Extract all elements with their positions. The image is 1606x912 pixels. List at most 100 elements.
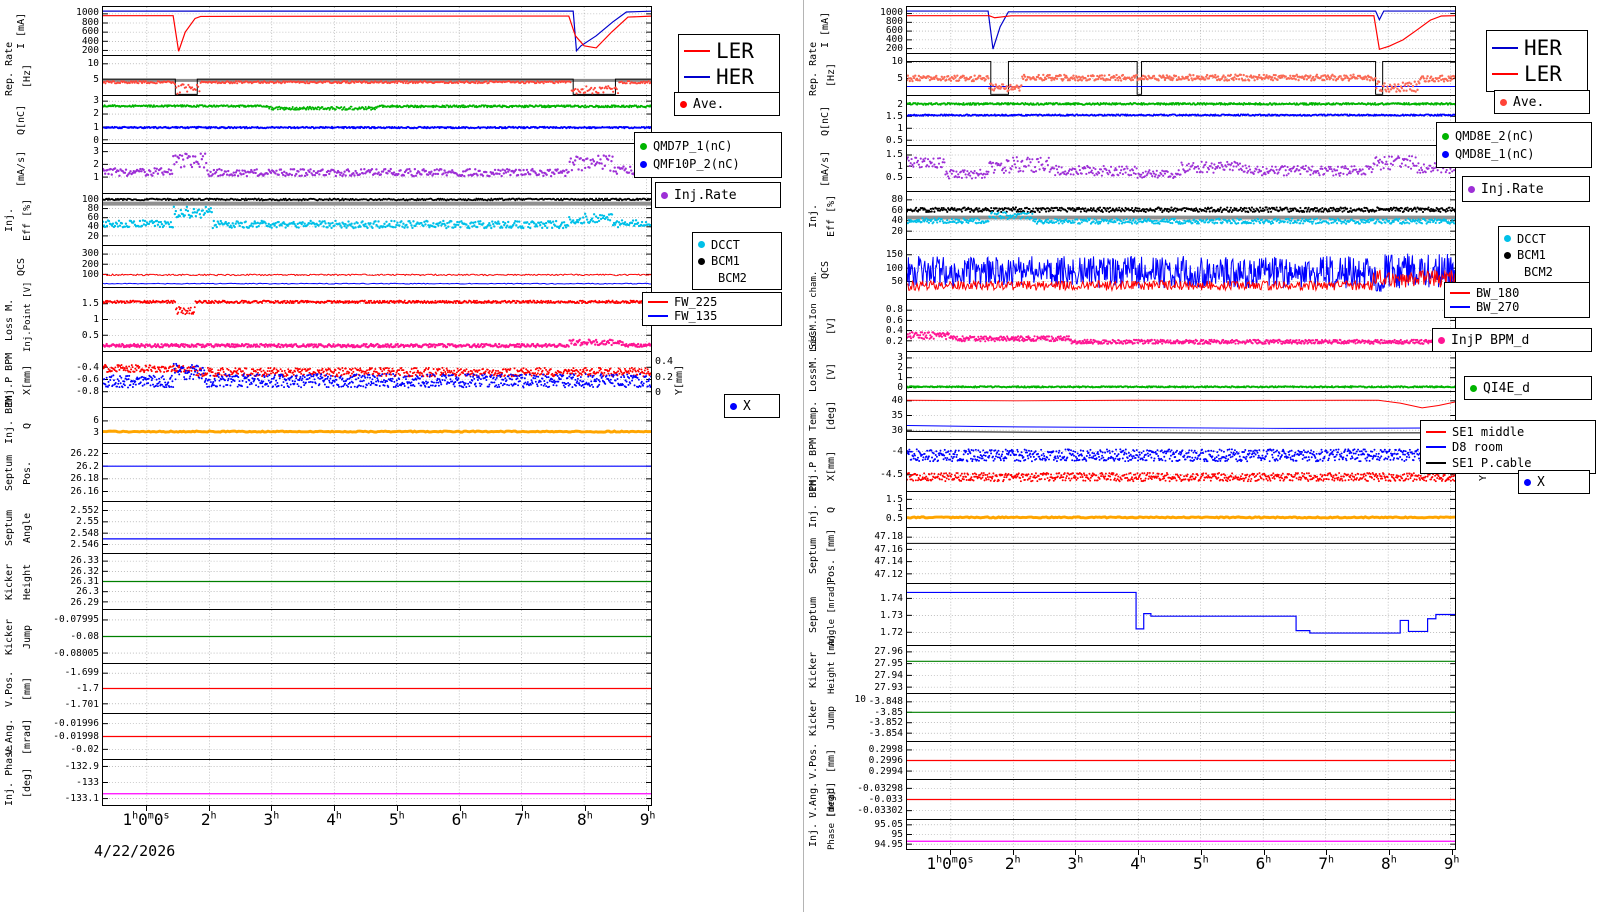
chart-inj-phase xyxy=(907,820,1455,849)
line-marker xyxy=(1426,446,1446,448)
ytick: 0.8 xyxy=(885,304,903,316)
plot-area-loss-monitor xyxy=(102,288,652,352)
legend-item: BW_270 xyxy=(1450,300,1584,314)
line-marker xyxy=(684,76,710,78)
dot-marker xyxy=(640,160,647,168)
dot-marker xyxy=(661,191,668,199)
dot-marker xyxy=(1468,185,1475,193)
plot-area-v-pos xyxy=(906,742,1456,780)
chart-inj-rate xyxy=(103,144,651,193)
ytick: 1.5 xyxy=(885,493,903,505)
plot-area-kicker-height xyxy=(906,646,1456,694)
ytick: -1.699 xyxy=(64,667,99,679)
chart-inj-rate xyxy=(907,146,1455,191)
chart-qcs xyxy=(103,246,651,287)
xaxis-ler: 1h0m0s 2h 3h 4h 5h 6h 7h 8h 9h xyxy=(2,806,804,840)
plot-area-qcs xyxy=(102,246,652,288)
dot-marker xyxy=(1442,150,1449,158)
legend-label: QMD7P_1(nC) xyxy=(653,139,733,153)
unit-superscript: h xyxy=(1265,854,1272,866)
legend-item: BCM1 xyxy=(1504,248,1584,262)
unit-superscript: h xyxy=(1139,854,1146,866)
plot-row-injp-bpm-x: Inj.P BPM X[mm] -0.4 -0.6 -0.8 0.4 0.2 0 Y[mm] xyxy=(2,352,804,408)
plot-row-inj-bpm-q: Inj. BPM Q 1.5 1 0.5 xyxy=(806,480,1606,528)
legend-label: Inj.Rate xyxy=(1481,181,1544,197)
ytick: 5 xyxy=(93,74,99,85)
legend-label: D8 room xyxy=(1452,440,1503,454)
ytick: -4.5 xyxy=(880,469,903,481)
ytick: 400 xyxy=(885,34,903,46)
chart-injp-bpm-x xyxy=(103,352,651,407)
legend-label: SE1 middle xyxy=(1452,424,1525,439)
ytick: 60 xyxy=(891,204,903,216)
ytick: 0.5 xyxy=(885,135,903,147)
unit-superscript: m xyxy=(147,810,154,822)
xtick-mark xyxy=(334,806,336,811)
xtick-label: 9h xyxy=(1443,854,1460,873)
ytick: 47.16 xyxy=(874,543,903,555)
legend-x: X xyxy=(1518,470,1590,494)
ytick: 100 xyxy=(81,269,99,281)
plot-row-lossm-ion: LossM.Ion cham. [V] 0.8 0.6 0.4 0.2 xyxy=(806,271,1606,352)
plot-row-temperature: Temp. [deg] 40 35 30 xyxy=(806,392,1606,440)
unit-superscript: h xyxy=(1014,854,1021,866)
chart-current xyxy=(907,7,1455,53)
line-marker xyxy=(1492,46,1518,49)
ytick: 150 xyxy=(885,249,903,260)
plot-area-inj-rate xyxy=(906,146,1456,192)
ytick: 95.05 xyxy=(874,819,903,830)
legend-charge: QMD7P_1(nC) QMF10P_2(nC) xyxy=(634,132,782,178)
legend-item: SE1 middle xyxy=(1426,425,1590,439)
xtick-label: 8h xyxy=(1381,854,1397,873)
plot-area-inj-phase xyxy=(906,820,1456,850)
plot-area-septum-pos xyxy=(906,528,1456,584)
unit-superscript: h xyxy=(273,810,280,822)
plots-her: I [mA] 1000 800 600 400 200 Rep. Rate [Hz] 10 5 Q[… xyxy=(806,6,1606,850)
legend-label: X xyxy=(1537,474,1545,490)
ytick: -0.4 xyxy=(76,361,99,373)
ytick: 600 xyxy=(885,25,903,37)
dot-marker xyxy=(1442,132,1449,140)
chart-v-pos xyxy=(907,742,1455,779)
panel-her: I [mA] 1000 800 600 400 200 Rep. Rate [Hz] 10 5 Q[… xyxy=(806,6,1606,908)
legend-item: QMF10P_2(nC) xyxy=(640,157,776,171)
dot-marker xyxy=(1524,478,1531,486)
plot-row-loss-monitor: Loss M. Inj.Point [V] 1.5 1 0.5 xyxy=(2,282,804,352)
ytick: 40 xyxy=(891,215,903,227)
xtick-label: 3h xyxy=(263,810,280,829)
dot-marker xyxy=(1504,235,1511,242)
plot-area-rep-rate xyxy=(102,56,652,96)
ytick-right: 0.2 xyxy=(655,371,674,383)
chart-rep-rate xyxy=(907,54,1455,95)
unit-superscript: h xyxy=(1327,854,1335,866)
unit-superscript: h xyxy=(586,810,593,822)
ytick: 2 xyxy=(93,158,99,170)
ytick: 10 xyxy=(87,58,99,69)
ytick: 1000 xyxy=(76,7,99,19)
plot-area-temperature xyxy=(906,392,1456,440)
chart-qcs xyxy=(907,240,1455,299)
plot-area-inj-phase xyxy=(102,760,652,806)
xtick-label: 6h xyxy=(1255,854,1272,873)
chart-kicker-height xyxy=(103,554,651,609)
chart-current xyxy=(103,7,651,55)
ytick: 1 xyxy=(897,503,903,515)
plot-area-efficiency xyxy=(906,192,1456,240)
xtick-mark xyxy=(584,806,586,811)
plot-area-efficiency xyxy=(102,194,652,246)
chart-septum-angle xyxy=(103,502,651,553)
panel-ler: I [mA] 1000 800 600 400 200 Rep. Rate [Hz] 10 5 Q[… xyxy=(2,6,804,908)
legend-item: HER xyxy=(1492,36,1582,60)
legend-label: SE1 P.cable xyxy=(1452,455,1532,470)
plot-row-current: I [mA] 1000 800 600 400 200 xyxy=(806,6,1606,54)
ytick: 26.18 xyxy=(70,473,99,485)
ytick: 0 xyxy=(93,134,99,146)
ytick: 3 xyxy=(93,95,99,107)
xtick-label: 4h xyxy=(1130,854,1146,873)
ytick: 26.3 xyxy=(76,586,99,598)
legend-item: SE1 P.cable xyxy=(1426,456,1590,470)
line-marker xyxy=(1450,291,1470,294)
xtick-mark xyxy=(647,806,649,811)
ytick: 1.73 xyxy=(880,609,903,621)
